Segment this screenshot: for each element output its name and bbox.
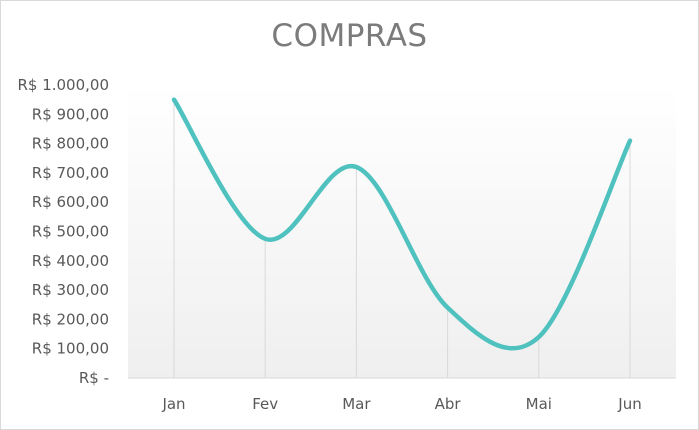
y-axis-tick-labels: R$ - R$ 100,00 R$ 200,00 R$ 300,00 R$ 400,00… bbox=[17, 76, 109, 387]
series-layer bbox=[171, 97, 633, 351]
x-tick-label: Mar bbox=[342, 395, 371, 413]
y-tick-label: R$ 600,00 bbox=[32, 193, 109, 211]
y-tick-label: R$ 1.000,00 bbox=[17, 76, 109, 94]
x-tick-label: Abr bbox=[435, 395, 462, 413]
y-tick-label: R$ 100,00 bbox=[32, 340, 109, 358]
y-tick-label: R$ 500,00 bbox=[32, 223, 109, 241]
series-line bbox=[171, 97, 633, 351]
y-tick-label: R$ 400,00 bbox=[32, 252, 109, 270]
x-tick-label: Jan bbox=[161, 395, 185, 413]
chart-title: COMPRAS bbox=[271, 18, 428, 54]
y-tick-label: R$ 700,00 bbox=[32, 164, 109, 182]
x-tick-label: Fev bbox=[252, 395, 278, 413]
drop-lines bbox=[173, 99, 631, 378]
x-tick-label: Jun bbox=[617, 395, 641, 413]
y-tick-label: R$ - bbox=[79, 369, 109, 387]
x-tick-label: Mai bbox=[526, 395, 552, 413]
y-tick-label: R$ 300,00 bbox=[32, 281, 109, 299]
x-axis-tick-labels: Jan Fev Mar Abr Mai Jun bbox=[161, 395, 641, 413]
y-tick-label: R$ 200,00 bbox=[32, 310, 109, 328]
y-tick-label: R$ 900,00 bbox=[32, 105, 109, 123]
y-tick-label: R$ 800,00 bbox=[32, 135, 109, 153]
